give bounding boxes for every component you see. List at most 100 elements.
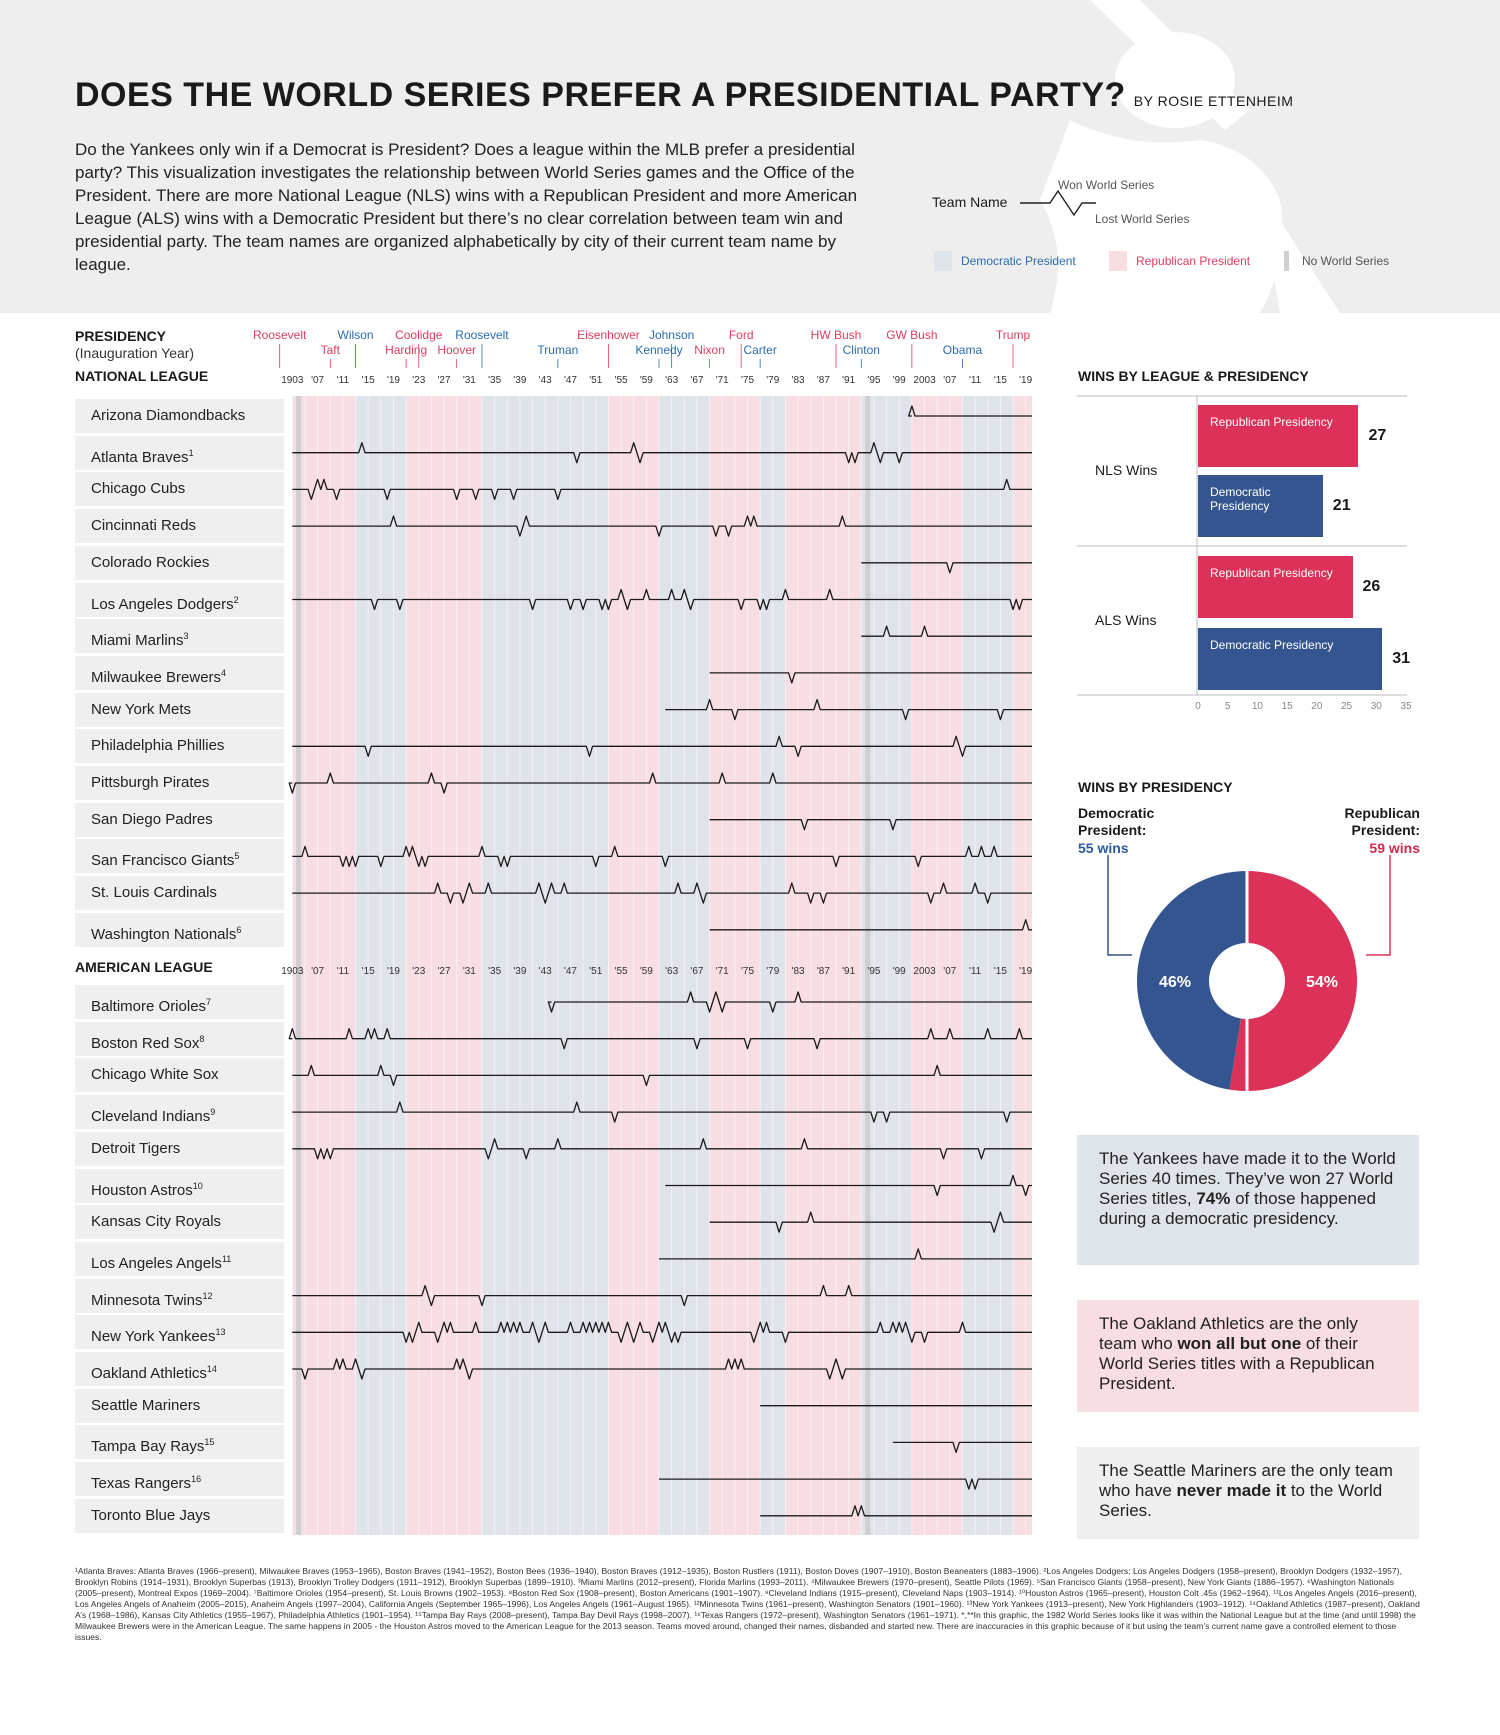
team-footnote-mark: 13: [215, 1327, 226, 1338]
presidency-heading: PRESIDENCY: [75, 328, 167, 344]
nl-team-line: [292, 588, 1032, 611]
team-label: Washington Nationals6: [75, 912, 284, 947]
team-name: Tampa Bay Rays: [91, 1438, 205, 1456]
team-footnote-mark: 6: [236, 924, 242, 935]
team-label: Chicago White Sox: [75, 1058, 284, 1093]
year-tick-label: '11: [969, 375, 982, 386]
year-tick-label: '07: [311, 375, 324, 386]
year-tick-label: '43: [539, 966, 552, 977]
team-name: San Diego Padres: [91, 810, 213, 828]
year-tick-label: '35: [488, 966, 501, 977]
presidency-band-0: [292, 396, 356, 1535]
footnotes: ¹Atlanta Braves: Atlanta Braves (1966–pr…: [75, 1566, 1420, 1642]
team-name: St. Louis Cardinals: [91, 884, 217, 902]
nl-team-line: [288, 772, 1032, 794]
year-tick-label: 1903: [281, 966, 304, 977]
team-label: Milwaukee Brewers4: [75, 655, 284, 690]
year-tick-label: '15: [362, 966, 375, 977]
team-name: Detroit Tigers: [91, 1139, 181, 1157]
legend-won: Won World Series: [1058, 178, 1155, 192]
donut-dem-pct: 46%: [1159, 974, 1191, 991]
president-label: Wilson: [338, 328, 374, 342]
team-name: Oakland Athletics: [91, 1365, 207, 1382]
bar-axis-tick: 30: [1370, 701, 1382, 712]
intro-text: Do the Yankees only win if a Democrat is…: [75, 140, 858, 274]
team-label: Pittsburgh Pirates: [75, 766, 284, 800]
bar-value: 21: [1332, 497, 1351, 514]
bar-nls-rep: Republican Presidency: [1198, 405, 1359, 467]
nl-team-line: [292, 515, 1032, 537]
president-label: Eisenhower: [577, 328, 640, 342]
team-name: Cleveland Indians: [91, 1108, 211, 1126]
nl-team-line: [292, 882, 1032, 904]
year-tick-label: '71: [716, 375, 729, 386]
legend-team-name: Team Name: [932, 194, 1008, 210]
president-label: Roosevelt: [253, 328, 307, 342]
team-label: Kansas City Royals: [75, 1205, 284, 1240]
year-tick-label: '15: [362, 375, 375, 386]
year-tick-label: '39: [513, 375, 526, 386]
nl-team-line: [292, 845, 1032, 868]
year-tick-label: '59: [640, 966, 653, 977]
team-label: Houston Astros10: [75, 1168, 284, 1203]
president-label: Johnson: [649, 328, 694, 342]
bar-als-rep: Republican Presidency: [1198, 556, 1353, 618]
year-tick-label: '91: [842, 375, 855, 386]
year-tick-label: '31: [463, 966, 476, 977]
dem-leader-line: [1107, 855, 1132, 956]
team-name: Boston Red Sox: [91, 1034, 200, 1052]
president-label: Nixon: [694, 343, 725, 357]
byline: BY ROSIE ETTENHEIM: [1133, 93, 1294, 109]
bar-axis-tick: 15: [1281, 701, 1293, 712]
year-tick-label: '11: [337, 375, 350, 386]
team-name: San Francisco Giants: [91, 852, 235, 870]
year-tick-label: 2003: [913, 375, 936, 386]
team-footnote-mark: 4: [221, 667, 227, 678]
year-tick-label: '55: [615, 966, 628, 977]
nl-team-line: [908, 405, 1032, 417]
team-label: Los Angeles Angels11: [75, 1241, 284, 1276]
year-tick-label: '63: [665, 375, 678, 386]
nl-team-line: [709, 919, 1032, 931]
team-name: Philadelphia Phillies: [91, 737, 225, 755]
team-footnote-mark: 11: [221, 1253, 232, 1264]
wins-by-presidency-donut: 46% 54%: [1107, 855, 1391, 1091]
nl-team-line: [709, 819, 1032, 831]
team-name: Kansas City Royals: [91, 1213, 222, 1231]
year-tick-label: '83: [792, 966, 805, 977]
athletics-callout: The Oakland Athletics are the only team …: [1077, 1300, 1419, 1412]
team-label: Boston Red Sox8: [75, 1021, 284, 1056]
year-tick-label: '67: [690, 375, 703, 386]
legend-dem-label: Democratic President: [961, 254, 1076, 268]
year-tick-label: '43: [539, 375, 552, 386]
president-label: Harding: [385, 343, 427, 357]
year-tick-label: '79: [766, 375, 779, 386]
team-label: New York Yankees13: [75, 1315, 284, 1350]
year-tick-label: '91: [842, 966, 855, 977]
legend-dem-swatch: [934, 251, 952, 271]
president-label: Ford: [729, 328, 754, 342]
al-team-line: [292, 1101, 1032, 1123]
team-label: Arizona Diamondbacks: [75, 399, 284, 433]
page-title: DOES THE WORLD SERIES PREFER A PRESIDENT…: [75, 76, 1294, 114]
year-tick-label: '95: [867, 375, 880, 386]
team-footnote-mark: 7: [206, 997, 212, 1007]
bar-nls-dem: Democratic Presidency: [1198, 475, 1323, 537]
bar-chart-frame: [1077, 395, 1407, 696]
legend-lost: Lost World Series: [1095, 212, 1190, 226]
pie-rep-label: Republican President:: [1344, 805, 1420, 838]
year-tick-label: '87: [817, 375, 830, 386]
team-footnote-mark: 5: [234, 851, 240, 862]
nl-team-line: [292, 442, 1032, 464]
year-tick-label: '07: [943, 966, 956, 977]
year-tick-label: '99: [893, 375, 906, 386]
year-tick-label: '87: [817, 966, 830, 977]
team-label: Texas Rangers16: [75, 1462, 284, 1497]
year-tick-label: '27: [438, 375, 451, 386]
nl-team-line: [292, 735, 1032, 757]
team-label: New York Mets: [75, 692, 284, 727]
team-name: Cincinnati Reds: [91, 517, 197, 535]
nl-team-line: [709, 672, 1032, 684]
year-tick-label: '35: [488, 375, 501, 386]
team-label: St. Louis Cardinals: [75, 876, 284, 911]
